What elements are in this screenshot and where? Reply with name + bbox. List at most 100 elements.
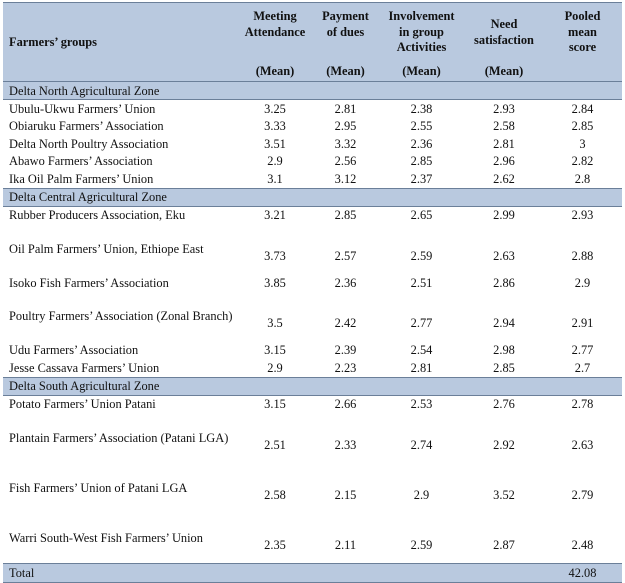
table-row: Warri South-West Fish Farmers’ Union 2.35… bbox=[3, 513, 622, 564]
value-cell: 2.48 bbox=[571, 537, 594, 552]
value-cell: 2.93 bbox=[493, 101, 515, 116]
value-cell: 3.1 bbox=[267, 171, 283, 186]
header-mean-label: (Mean) bbox=[326, 63, 365, 78]
value-cell: 2.15 bbox=[334, 487, 357, 502]
table-row: Oil Palm Farmers’ Union, Ethiope East 3.7… bbox=[3, 224, 622, 274]
value-cell: 2.87 bbox=[493, 537, 515, 552]
value-cell: 3.25 bbox=[264, 101, 286, 116]
zone-header-row: Delta South Agricultural Zone bbox=[3, 376, 622, 396]
header-line: Need bbox=[490, 17, 518, 31]
column-header-pooled-mean-score: Pooled mean score bbox=[543, 2, 622, 82]
value-cell: 2.11 bbox=[334, 537, 357, 552]
table-row: Poultry Farmers’ Association (Zonal Bran… bbox=[3, 292, 622, 342]
value-cell: 3 bbox=[579, 136, 586, 151]
header-mean-label: (Mean) bbox=[484, 63, 524, 78]
value-cell: 2.53 bbox=[410, 397, 433, 411]
total-value-cell bbox=[378, 563, 465, 583]
group-name-cell: Ubulu-Ukwu Farmers’ Union bbox=[9, 101, 156, 116]
value-cell: 2.76 bbox=[493, 397, 515, 411]
value-cell: 2.81 bbox=[410, 360, 433, 375]
value-cell: 3.73 bbox=[264, 248, 286, 263]
value-cell: 2.82 bbox=[571, 154, 594, 168]
value-cell: 2.58 bbox=[493, 119, 515, 133]
farmers-groups-table: Farmers’ groups Meeting Attendance (Mean… bbox=[3, 2, 622, 583]
value-cell: 2.56 bbox=[334, 154, 357, 168]
group-name-cell: Poultry Farmers’ Association (Zonal Bran… bbox=[9, 309, 233, 324]
value-cell: 2.58 bbox=[264, 487, 286, 502]
value-cell: 2.63 bbox=[571, 437, 594, 452]
table-row: Rubber Producers Association, Eku 3.21 2.8… bbox=[3, 206, 622, 224]
value-cell: 2.9 bbox=[574, 275, 591, 290]
value-cell: 2.42 bbox=[334, 316, 357, 331]
value-cell: 2.33 bbox=[334, 437, 357, 452]
value-cell: 3.15 bbox=[264, 397, 286, 411]
table-body: Delta North Agricultural Zone Ubulu-Ukwu … bbox=[3, 81, 622, 583]
column-header-involvement: Involvement in group Activities (Mean) bbox=[378, 2, 465, 82]
group-name-cell: Oil Palm Farmers’ Union, Ethiope East bbox=[9, 241, 204, 256]
header-line: Activities bbox=[396, 40, 447, 54]
value-cell: 2.86 bbox=[493, 275, 515, 290]
total-value-cell: 42.08 bbox=[543, 563, 622, 583]
table-row: Ika Oil Palm Farmers’ Union 3.1 3.12 2.37 2.… bbox=[3, 170, 622, 188]
value-cell: 2.39 bbox=[334, 343, 357, 357]
value-cell: 2.8 bbox=[574, 171, 591, 186]
value-cell: 2.54 bbox=[410, 343, 433, 357]
table-row: Delta North Poultry Association 3.51 3.32 2… bbox=[3, 135, 622, 153]
value-cell: 2.85 bbox=[334, 208, 357, 222]
total-value-cell bbox=[465, 563, 543, 583]
zone-name: Delta Central Agricultural Zone bbox=[3, 187, 622, 207]
value-cell: 2.59 bbox=[410, 537, 433, 552]
value-cell: 3.12 bbox=[334, 171, 357, 186]
header-line: Pooled bbox=[564, 9, 601, 23]
group-name-cell: Obiaruku Farmers’ Association bbox=[9, 119, 164, 133]
value-cell: 2.57 bbox=[334, 248, 357, 263]
value-cell: 2.85 bbox=[410, 154, 433, 168]
value-cell: 2.78 bbox=[571, 397, 594, 411]
value-cell: 2.9 bbox=[267, 154, 283, 168]
column-header-need-satisfaction: Need satisfaction (Mean) bbox=[465, 2, 543, 82]
total-value-cell bbox=[313, 563, 378, 583]
value-cell: 2.51 bbox=[264, 437, 286, 452]
value-cell: 2.55 bbox=[410, 119, 433, 133]
header-line: Meeting bbox=[253, 9, 297, 23]
value-cell: 2.63 bbox=[493, 248, 515, 263]
table-row: Potato Farmers’ Union Patani 3.15 2.66 2.53… bbox=[3, 395, 622, 413]
value-cell: 2.36 bbox=[410, 136, 433, 151]
column-header-payment-of-dues: Payment of dues (Mean) bbox=[313, 2, 378, 82]
value-cell: 2.91 bbox=[571, 316, 594, 331]
zone-header-row: Delta Central Agricultural Zone bbox=[3, 187, 622, 207]
header-line: Involvement bbox=[388, 9, 455, 23]
value-cell: 2.62 bbox=[493, 171, 515, 186]
value-cell: 2.38 bbox=[410, 101, 433, 116]
value-cell: 2.9 bbox=[267, 360, 283, 375]
group-name-cell: Delta North Poultry Association bbox=[9, 136, 169, 151]
table-row: Obiaruku Farmers’ Association 3.33 2.95 2.5… bbox=[3, 118, 622, 136]
value-cell: 2.7 bbox=[574, 360, 591, 375]
value-cell: 3.85 bbox=[264, 275, 286, 290]
value-cell: 2.99 bbox=[493, 208, 515, 222]
group-name-cell: Jesse Cassava Farmers’ Union bbox=[9, 360, 160, 375]
value-cell: 2.85 bbox=[493, 360, 515, 375]
zone-name: Delta South Agricultural Zone bbox=[3, 376, 622, 396]
zone-header-row: Delta North Agricultural Zone bbox=[3, 81, 622, 100]
header-line: satisfaction bbox=[474, 32, 534, 47]
value-cell: 2.93 bbox=[571, 208, 594, 222]
header-mean-label: (Mean) bbox=[402, 63, 441, 78]
total-row: Total 42.08 bbox=[3, 563, 622, 583]
table-row: Plantain Farmers’ Association (Patani LG… bbox=[3, 413, 622, 463]
value-cell: 3.32 bbox=[334, 136, 357, 151]
group-name-cell: Fish Farmers’ Union of Patani LGA bbox=[9, 480, 188, 495]
column-header-farmers-groups: Farmers’ groups bbox=[3, 2, 237, 82]
header-line: of dues bbox=[326, 24, 365, 39]
value-cell: 2.74 bbox=[410, 437, 433, 452]
value-cell: 3.33 bbox=[264, 119, 286, 133]
value-cell: 2.77 bbox=[571, 343, 594, 357]
value-cell: 2.23 bbox=[334, 360, 357, 375]
header-line: in group bbox=[399, 24, 444, 39]
value-cell: 2.96 bbox=[493, 154, 515, 168]
value-cell: 2.77 bbox=[410, 316, 433, 331]
value-cell: 3.5 bbox=[267, 316, 283, 331]
group-name-cell: Udu Farmers’ Association bbox=[9, 343, 139, 357]
table-row: Ubulu-Ukwu Farmers’ Union 3.25 2.81 2.38 2.9… bbox=[3, 100, 622, 118]
value-cell: 3.51 bbox=[264, 136, 286, 151]
